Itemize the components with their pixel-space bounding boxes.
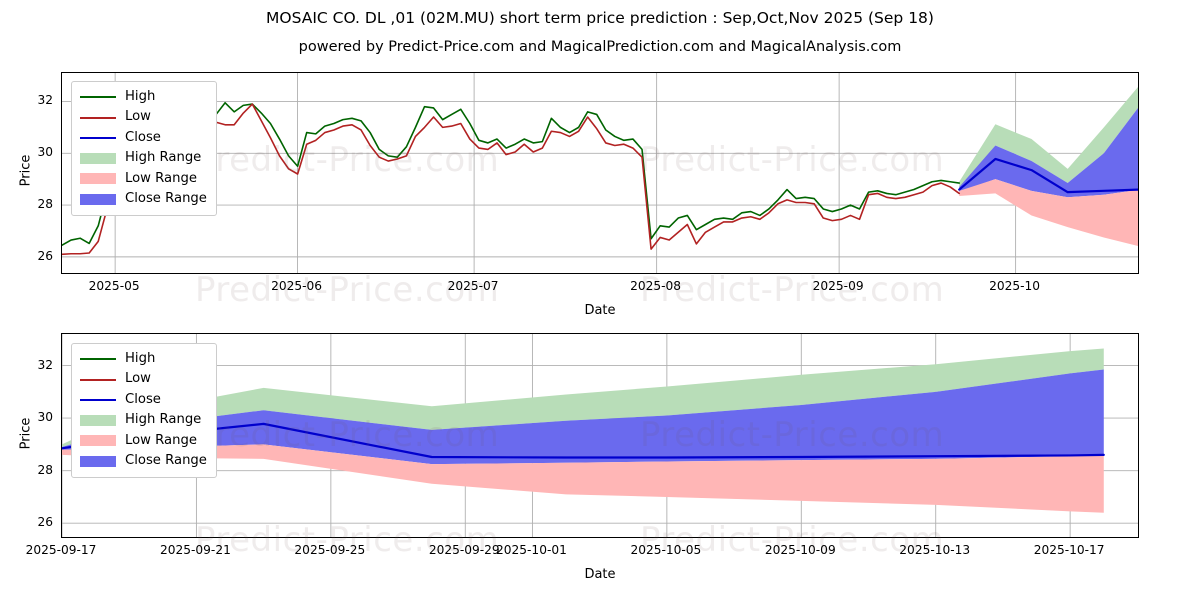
x-tick-label: 2025-09-29: [428, 543, 500, 557]
x-tick-label: 2025-09-25: [294, 543, 366, 557]
legend-label: High: [125, 89, 156, 104]
y-tick-label: 26: [37, 248, 53, 263]
y-tick-label: 30: [37, 410, 53, 425]
close-range-swatch-icon: [80, 455, 116, 467]
x-tick-label: 2025-10-01: [496, 543, 567, 557]
close-range-band: [62, 369, 1104, 465]
bottom-legend-entry-low-range: Low Range: [80, 431, 207, 451]
high-range-band: [62, 348, 1104, 448]
x-axis-label-top: Date: [584, 303, 616, 318]
top-chart-canvas: [62, 73, 1138, 273]
bottom-legend-entry-close-range: Close Range: [80, 451, 207, 471]
bottom-chart-legend: High Low Close High Range Low Range Close Ran…: [71, 343, 217, 479]
low-range-band: [62, 444, 1104, 513]
legend-label: Low: [125, 371, 151, 387]
low-swatch-icon: [80, 374, 116, 386]
top-legend-entry-high: High: [80, 87, 207, 107]
x-tick-label: 2025-10-17: [1033, 543, 1105, 557]
legend-label: Low Range: [125, 432, 197, 448]
close-swatch-icon: [80, 394, 116, 406]
y-tick-label: 26: [37, 515, 53, 530]
x-tick-label: 2025-10-13: [899, 543, 971, 557]
title-block: MOSAIC CO. DL ,01 (02M.MU) short term pr…: [0, 0, 1200, 56]
top-legend-entry-low: Low: [80, 107, 207, 127]
x-tick-label: 2025-10: [989, 279, 1041, 293]
close-swatch-icon: [80, 132, 116, 144]
close-range-swatch-icon: [80, 193, 116, 205]
y-tick-label: 30: [37, 145, 53, 160]
high-range-swatch-icon: [80, 152, 116, 164]
x-axis-label-bottom: Date: [584, 567, 616, 582]
bottom-legend-entry-low: Low: [80, 369, 207, 389]
legend-label: Close Range: [125, 452, 207, 468]
legend-label: High Range: [125, 150, 202, 166]
low-range-swatch-icon: [80, 173, 116, 185]
legend-label: High: [125, 351, 156, 366]
low-swatch-icon: [80, 112, 116, 124]
legend-label: Close: [125, 391, 161, 407]
bottom-legend-entry-high-range: High Range: [80, 410, 207, 430]
x-tick-label: 2025-07: [447, 279, 499, 293]
y-tick-label: 32: [37, 357, 53, 372]
x-tick-label: 2025-06: [271, 279, 322, 293]
legend-label: High Range: [125, 412, 202, 428]
bottom-legend-entry-close: Close: [80, 390, 207, 410]
y-axis-label-bottom: Price: [18, 417, 34, 450]
high-range-band: [959, 87, 1138, 190]
x-tick-label: 2025-10-09: [764, 543, 836, 557]
y-tick-label: 28: [37, 462, 53, 477]
top-chart-legend: High Low Close High Range Low Range Close Ran…: [71, 81, 217, 217]
close-forecast-line: [958, 157, 1138, 194]
x-tick-label: 2025-08: [630, 279, 682, 293]
top-legend-entry-high-range: High Range: [80, 148, 207, 168]
top-chart-plot-area: High Low Close High Range Low Range Close Ran…: [61, 72, 1139, 274]
legend-label: Close: [125, 129, 161, 145]
bottom-legend-entry-high: High: [80, 349, 207, 369]
page-title: MOSAIC CO. DL ,01 (02M.MU) short term pr…: [266, 9, 934, 27]
x-tick-label: 2025-09-21: [160, 543, 231, 557]
bottom-chart-canvas: [62, 334, 1138, 537]
y-tick-label: 32: [37, 93, 53, 108]
x-tick-label: 2025-10-05: [630, 543, 702, 557]
high-swatch-icon: [80, 353, 116, 365]
close-range-band: [959, 108, 1138, 198]
y-tick-label: 28: [37, 197, 53, 212]
top-legend-entry-low-range: Low Range: [80, 169, 207, 189]
bottom-chart-plot-area: High Low Close High Range Low Range Close Ran…: [61, 333, 1139, 538]
legend-label: Low Range: [125, 170, 197, 186]
legend-label: Close Range: [125, 190, 207, 206]
low-range-swatch-icon: [80, 435, 116, 447]
x-tick-label: 2025-05: [88, 279, 140, 293]
top-legend-entry-close: Close: [80, 128, 207, 148]
top-legend-entry-close-range: Close Range: [80, 189, 207, 209]
page-subtitle: powered by Predict-Price.com and Magical…: [298, 39, 902, 55]
legend-label: Low: [125, 109, 151, 125]
high-swatch-icon: [80, 91, 116, 103]
x-tick-label: 2025-09: [812, 279, 864, 293]
x-tick-label: 2025-09-17: [25, 543, 97, 557]
high-range-swatch-icon: [80, 414, 116, 426]
low-range-band: [959, 179, 1138, 247]
